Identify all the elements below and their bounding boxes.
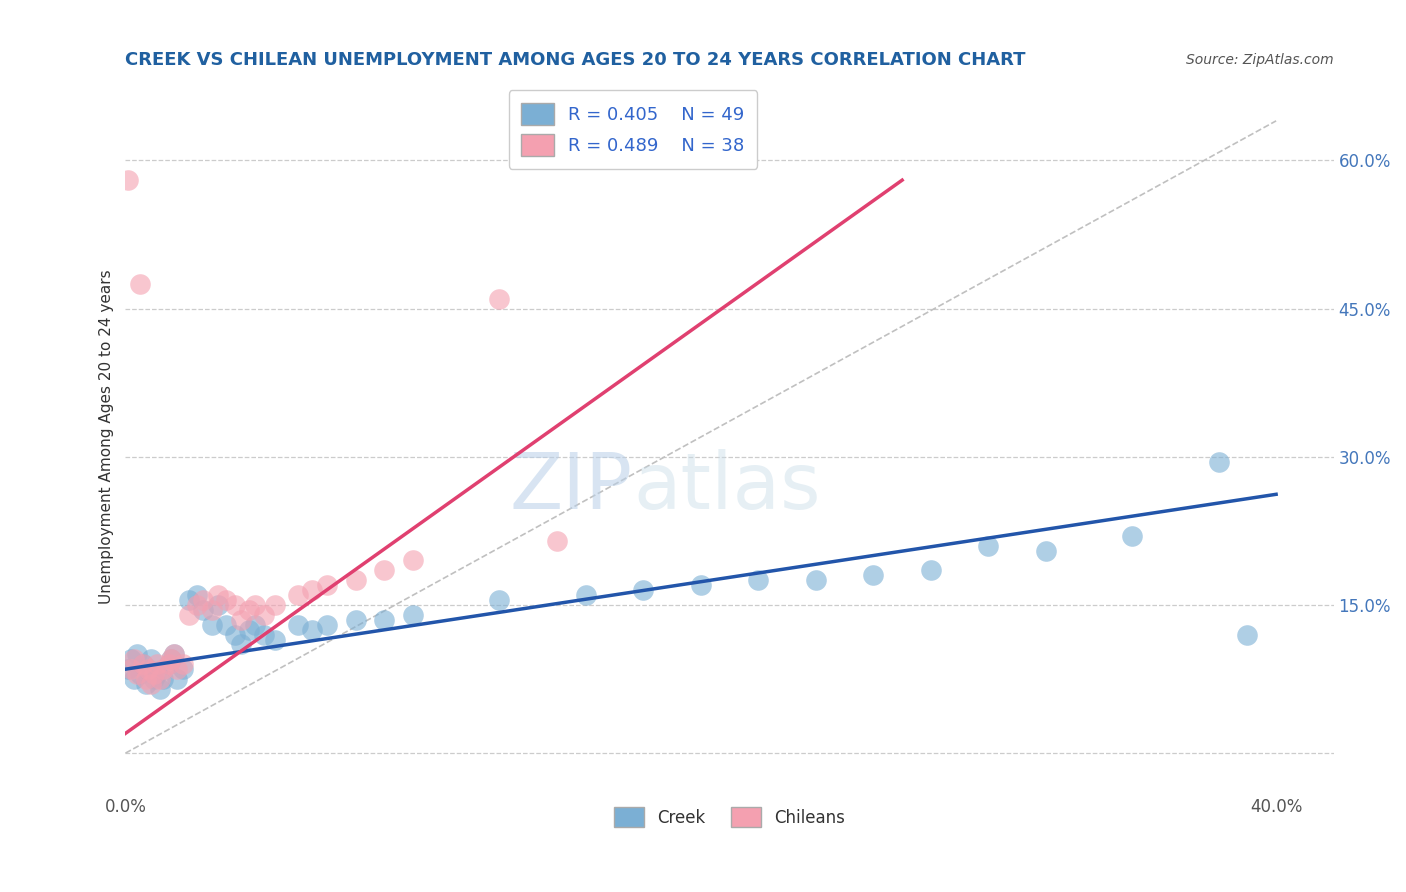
Point [287,588,309,602]
Point [120,652,142,666]
Point [301,583,323,598]
Point [177,607,200,622]
Point [163,648,186,662]
Point [488,593,510,607]
Point [128,277,150,291]
Point [287,617,309,632]
Point [1035,543,1057,558]
Point [177,593,200,607]
Point [301,623,323,637]
Point [132,657,155,672]
Point [224,598,246,612]
Point [402,553,425,567]
Point [264,632,287,647]
Point [546,533,568,548]
Point [633,583,655,598]
Point [229,613,252,627]
Point [157,657,180,672]
Point [117,662,139,676]
Point [252,607,274,622]
Text: ZIP: ZIP [510,449,633,524]
Point [149,672,172,686]
Point [207,598,229,612]
Point [229,637,252,651]
Point [224,627,246,641]
Point [402,607,425,622]
Point [238,603,260,617]
Point [141,677,163,691]
Point [1121,529,1143,543]
Point [243,617,266,632]
Point [132,657,155,672]
Point [125,667,148,681]
Point [141,652,163,666]
Point [143,667,166,681]
Point [252,627,274,641]
Point [149,681,172,696]
Point [315,617,337,632]
Point [977,539,1000,553]
Point [152,672,174,686]
Point [862,568,884,582]
Text: CREEK VS CHILEAN UNEMPLOYMENT AMONG AGES 20 TO 24 YEARS CORRELATION CHART: CREEK VS CHILEAN UNEMPLOYMENT AMONG AGES… [125,51,1026,69]
Point [146,657,169,672]
Point [186,598,208,612]
Text: atlas: atlas [633,449,821,524]
Y-axis label: Unemployment Among Ages 20 to 24 years: Unemployment Among Ages 20 to 24 years [100,269,114,604]
Point [920,563,942,577]
Point [143,672,166,686]
Point [689,578,711,592]
Point [344,613,367,627]
Point [191,593,214,607]
Point [373,563,395,577]
Point [128,667,150,681]
Point [373,613,395,627]
Point [804,574,827,588]
Point [215,593,238,607]
Point [160,652,183,666]
Point [575,588,598,602]
Point [201,617,224,632]
Point [146,667,169,681]
Point [201,603,224,617]
Point [488,292,510,306]
Point [238,623,260,637]
Point [122,672,145,686]
Point [172,662,194,676]
Point [207,588,229,602]
Point [166,672,188,686]
Point [135,677,157,691]
Point [172,657,194,672]
Point [344,574,367,588]
Point [264,598,287,612]
Point [166,662,188,676]
Point [135,672,157,686]
Point [215,617,238,632]
Point [191,603,214,617]
Text: Source: ZipAtlas.com: Source: ZipAtlas.com [1187,54,1334,67]
Point [117,173,139,187]
Point [125,648,148,662]
Point [1236,627,1258,641]
Point [747,574,769,588]
Point [186,588,208,602]
Point [163,648,186,662]
Legend: Creek, Chileans: Creek, Chileans [607,800,852,834]
Point [138,662,160,676]
Point [152,662,174,676]
Point [157,657,180,672]
Point [243,598,266,612]
Point [315,578,337,592]
Point [138,662,160,676]
Point [1208,455,1230,469]
Point [160,652,183,666]
Point [122,652,145,666]
Point [120,662,142,676]
